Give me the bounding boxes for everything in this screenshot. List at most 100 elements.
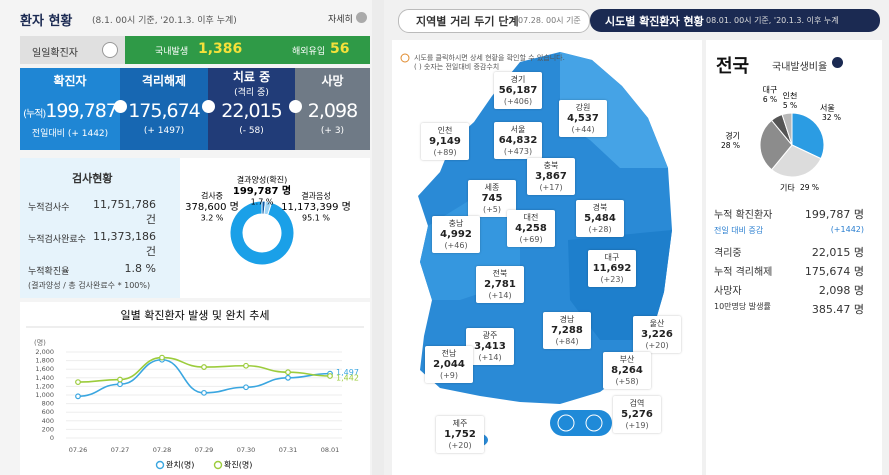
x-tick-label: 08.01 <box>321 446 340 454</box>
series-point <box>243 362 249 369</box>
region-box[interactable]: 경기 56,187 (+406) <box>494 72 542 109</box>
region-name: 충북 <box>543 161 559 170</box>
region-box[interactable]: 충북 3,867 (+17) <box>527 158 575 195</box>
card-value: 2,098 <box>307 100 358 122</box>
x-tick-label: 07.31 <box>279 446 298 454</box>
stat-label: 전일 대비 증감 <box>714 226 764 235</box>
stat-label: 격리중 <box>714 248 742 259</box>
region-value: 11,692 <box>592 263 632 274</box>
down-icon <box>102 42 118 58</box>
test-title: 검사현황 <box>72 172 113 185</box>
stat-value: 2,098 명 <box>818 284 864 297</box>
series-point <box>117 381 123 388</box>
pie-category: 인천 <box>783 91 798 101</box>
region-name: 강원 <box>575 103 591 112</box>
x-tick-label: 07.26 <box>69 446 88 454</box>
y-tick-label: 200 <box>42 425 54 433</box>
tab-note: 08.01. 00시 기준, '20.1.3. 이후 누계 <box>706 16 839 25</box>
region-name: 전북 <box>492 269 508 278</box>
pie-percent: 29 % <box>800 183 819 192</box>
ship-icon <box>585 414 603 432</box>
card-prefix: (누적) <box>23 109 46 120</box>
donut-percent: 1.7 % <box>251 198 274 207</box>
pie-category: 경기 <box>725 131 740 141</box>
region-box[interactable]: 대구 11,692 (+23) <box>588 250 636 287</box>
region-box[interactable]: 제주 1,752 (+20) <box>436 416 484 453</box>
region-box[interactable]: 강원 4,537 (+44) <box>559 100 607 137</box>
series-point <box>159 354 165 361</box>
stat-row: 사망자 2,098 명 <box>714 282 864 297</box>
region-box[interactable]: 서울 64,832 (+473) <box>494 122 542 159</box>
y-tick-label: 1,400 <box>35 374 54 382</box>
national-title: 전국 <box>716 56 750 77</box>
pie-percent: 6 % <box>763 95 777 104</box>
card-value: 175,674 <box>128 100 201 122</box>
card-title: 사망 <box>321 74 344 88</box>
card-sub: (격리 중) <box>234 88 269 98</box>
region-name: 세종 <box>484 183 500 192</box>
region-name: 경남 <box>559 315 575 324</box>
region-change: (+473) <box>503 147 533 156</box>
region-name: 인천 <box>437 126 453 135</box>
stat-value: 175,674 명 <box>804 265 864 278</box>
card: 치료 중 (격리 중) 22,015 (- 58) <box>208 68 295 150</box>
region-value: 64,832 <box>498 135 538 146</box>
region-change: (+46) <box>444 241 468 250</box>
y-tick-label: 1,000 <box>35 391 54 399</box>
stat-value: 385.47 명 <box>811 303 864 316</box>
region-name: 광주 <box>482 331 498 340</box>
overseas-label: 해외유입 <box>292 47 326 57</box>
x-tick-label: 07.27 <box>111 446 130 454</box>
more-link[interactable]: 자세히 <box>328 15 353 25</box>
legend-label: 완치(명) <box>166 460 194 470</box>
region-box[interactable]: 울산 3,226 (+20) <box>633 316 681 353</box>
region-box[interactable]: 부산 8,264 (+58) <box>603 352 651 389</box>
region-box[interactable]: 대전 4,258 (+69) <box>507 210 555 247</box>
region-box[interactable]: 경북 5,484 (+28) <box>576 200 624 237</box>
region-value: 3,413 <box>474 341 506 352</box>
help-icon[interactable] <box>832 57 843 68</box>
region-name: 경기 <box>510 75 526 84</box>
tab[interactable] <box>398 9 590 33</box>
region-box[interactable]: 전북 2,781 (+14) <box>476 266 524 303</box>
more-icon[interactable] <box>356 12 367 23</box>
region-box[interactable]: 검역 5,276 (+19) <box>613 396 661 433</box>
stat-label: 누적 격리해제 <box>714 267 773 278</box>
region-box[interactable]: 전남 2,044 (+9) <box>425 346 473 383</box>
stat-label: 10만명당 발생률 <box>714 302 771 311</box>
chart-title: 일별 확진환자 발생 및 완치 추세 <box>120 308 269 322</box>
tab-active[interactable] <box>590 9 880 32</box>
plus-icon <box>202 100 215 113</box>
tab-label[interactable]: 지역별 거리 두기 단계 <box>416 15 519 28</box>
region-name: 부산 <box>619 355 635 364</box>
test-row-label: 누적검사완료수 <box>28 235 86 245</box>
x-tick-label: 07.30 <box>237 446 256 454</box>
region-box[interactable]: 충남 4,992 (+46) <box>432 216 480 253</box>
region-name: 경북 <box>592 203 608 212</box>
region-name: 울산 <box>649 319 665 328</box>
region-value: 9,149 <box>429 136 461 147</box>
stat-label: 사망자 <box>714 286 742 297</box>
region-shape[interactable] <box>560 52 668 168</box>
card: 확진자 (누적)199,787 전일대비 (+ 1442) <box>20 68 120 150</box>
stat-row: 10만명당 발생률 385.47 명 <box>714 301 864 316</box>
region-box[interactable]: 경남 7,288 (+84) <box>543 312 591 349</box>
tab-label[interactable]: 시도별 확진환자 현황 <box>605 15 704 28</box>
pie-slice <box>759 119 793 171</box>
region-change: (+44) <box>571 125 595 134</box>
map-note: ( ) 숫자는 전일대비 증감수치 <box>414 63 500 71</box>
series-point <box>201 364 207 370</box>
region-value: 4,992 <box>440 229 472 240</box>
card-change: 전일대비 (+ 1442) <box>31 129 109 139</box>
region-name: 제주 <box>452 419 468 428</box>
map-note: 시도를 클릭하시면 상세 현황을 확인할 수 있습니다. <box>414 54 565 62</box>
region-box[interactable]: 광주 3,413 (+14) <box>466 328 514 365</box>
region-change: (+17) <box>539 183 563 192</box>
x-tick-label: 07.29 <box>195 446 214 454</box>
card-value: 199,787 <box>45 100 118 122</box>
quarantine-icons[interactable] <box>550 410 612 436</box>
series-point <box>75 393 81 400</box>
series-point <box>285 374 291 381</box>
region-box[interactable]: 인천 9,149 (+89) <box>421 123 469 160</box>
